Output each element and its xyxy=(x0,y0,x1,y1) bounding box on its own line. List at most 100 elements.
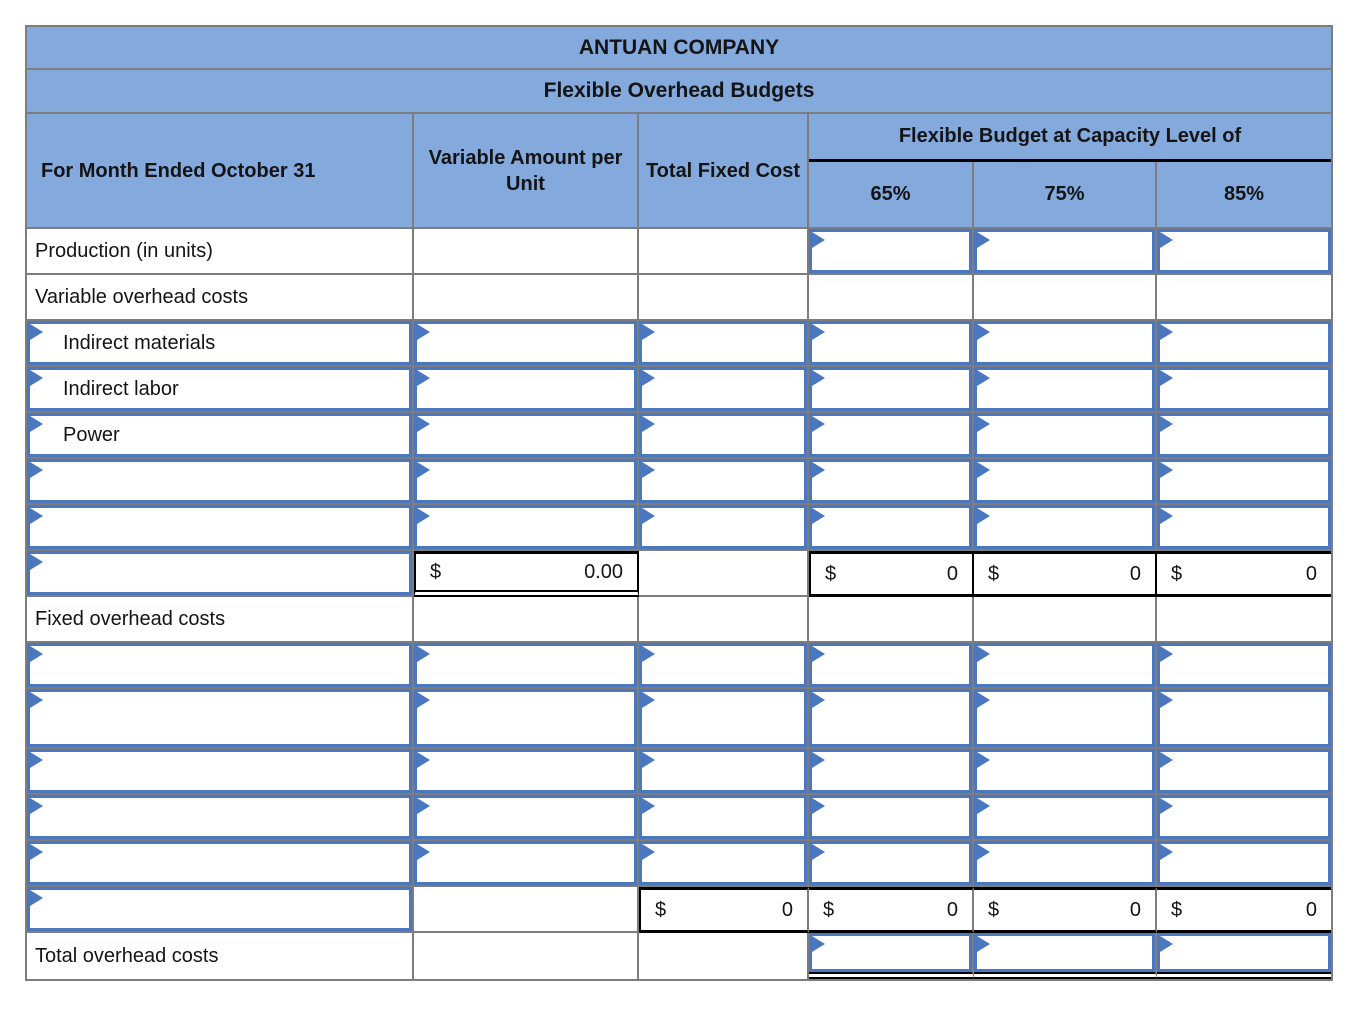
fixed-blank1-variable-amount-input[interactable] xyxy=(414,643,639,689)
currency-symbol: $ xyxy=(1171,562,1183,585)
fixed-blank3-75-input[interactable] xyxy=(974,749,1157,795)
variable-blank2-label-input[interactable] xyxy=(27,505,414,551)
header-capacity-group-label: Flexible Budget at Capacity Level of xyxy=(809,114,1331,162)
input-flag-icon xyxy=(1160,936,1173,952)
variable-total-65-value: 0 xyxy=(946,562,958,585)
indirect-labor-variable-amount-input[interactable] xyxy=(414,367,639,413)
input-flag-icon xyxy=(642,508,655,524)
row-fixed-blank-5 xyxy=(27,841,1331,887)
fixed-blank4-variable-amount-input[interactable] xyxy=(414,795,639,841)
spacer-cell xyxy=(639,275,809,321)
fixed-blank1-85-input[interactable] xyxy=(1157,643,1331,689)
fixed-total-65-cell: $ 0 xyxy=(809,887,974,933)
currency-symbol: $ xyxy=(1171,898,1183,921)
row-fixed-blank-2 xyxy=(27,689,1331,749)
variable-blank2-variable-amount-input[interactable] xyxy=(414,505,639,551)
fixed-blank5-variable-amount-input[interactable] xyxy=(414,841,639,887)
header-capacity-levels: 65% 75% 85% xyxy=(809,162,1331,227)
indirect-labor-65-input[interactable] xyxy=(809,367,974,413)
fixed-blank4-label-input[interactable] xyxy=(27,795,414,841)
spacer-cell xyxy=(414,275,639,321)
variable-total-85-value: 0 xyxy=(1305,562,1317,585)
fixed-blank2-fixed-cost-input[interactable] xyxy=(639,689,809,749)
fixed-blank3-variable-amount-input[interactable] xyxy=(414,749,639,795)
spacer-cell xyxy=(414,933,639,979)
fixed-total-65-value: 0 xyxy=(946,898,958,921)
indirect-materials-variable-amount-input[interactable] xyxy=(414,321,639,367)
variable-blank1-label-input[interactable] xyxy=(27,459,414,505)
power-75-input[interactable] xyxy=(974,413,1157,459)
input-flag-icon xyxy=(417,416,430,432)
fixed-blank2-65-input[interactable] xyxy=(809,689,974,749)
fixed-blank5-label-input[interactable] xyxy=(27,841,414,887)
production-75-input[interactable] xyxy=(974,229,1157,275)
fixed-blank3-65-input[interactable] xyxy=(809,749,974,795)
spacer-cell xyxy=(974,597,1157,643)
indirect-labor-85-input[interactable] xyxy=(1157,367,1331,413)
variable-blank1-65-input[interactable] xyxy=(809,459,974,505)
input-flag-icon xyxy=(642,844,655,860)
variable-blank1-variable-amount-input[interactable] xyxy=(414,459,639,505)
report-subtitle: Flexible Overhead Budgets xyxy=(27,70,1331,114)
fixed-blank1-fixed-cost-input[interactable] xyxy=(639,643,809,689)
row-power: Power xyxy=(27,413,1331,459)
input-flag-icon xyxy=(30,890,43,906)
indirect-materials-65-input[interactable] xyxy=(809,321,974,367)
fixed-blank2-75-input[interactable] xyxy=(974,689,1157,749)
fixed-blank5-85-input[interactable] xyxy=(1157,841,1331,887)
indirect-materials-fixed-cost-input[interactable] xyxy=(639,321,809,367)
fixed-blank5-fixed-cost-input[interactable] xyxy=(639,841,809,887)
input-flag-icon xyxy=(977,692,990,708)
indirect-labor-75-input[interactable] xyxy=(974,367,1157,413)
fixed-blank3-fixed-cost-input[interactable] xyxy=(639,749,809,795)
row-variable-section: Variable overhead costs xyxy=(27,275,1331,321)
variable-blank2-fixed-cost-input[interactable] xyxy=(639,505,809,551)
fixed-blank2-label-input[interactable] xyxy=(27,689,414,749)
variable-blank1-75-input[interactable] xyxy=(974,459,1157,505)
fixed-cost-total-cell: $ 0 xyxy=(639,887,809,933)
variable-blank1-85-input[interactable] xyxy=(1157,459,1331,505)
fixed-total-85-value: 0 xyxy=(1305,898,1317,921)
currency-symbol: $ xyxy=(655,898,667,921)
fixed-blank4-fixed-cost-input[interactable] xyxy=(639,795,809,841)
variable-totals-label-input[interactable] xyxy=(27,551,414,597)
variable-blank2-85-input[interactable] xyxy=(1157,505,1331,551)
variable-blank2-75-input[interactable] xyxy=(974,505,1157,551)
variable-blank1-fixed-cost-input[interactable] xyxy=(639,459,809,505)
indirect-materials-label-input[interactable]: Indirect materials xyxy=(27,321,414,367)
input-flag-icon xyxy=(30,844,43,860)
indirect-labor-label-input[interactable]: Indirect labor xyxy=(27,367,414,413)
currency-symbol: $ xyxy=(823,898,835,921)
fixed-blank4-65-input[interactable] xyxy=(809,795,974,841)
fixed-blank5-65-input[interactable] xyxy=(809,841,974,887)
variable-blank2-65-input[interactable] xyxy=(809,505,974,551)
fixed-blank2-variable-amount-input[interactable] xyxy=(414,689,639,749)
indirect-materials-85-input[interactable] xyxy=(1157,321,1331,367)
input-flag-icon xyxy=(812,416,825,432)
power-85-input[interactable] xyxy=(1157,413,1331,459)
fixed-blank1-65-input[interactable] xyxy=(809,643,974,689)
grand-total-85-input[interactable] xyxy=(1157,933,1331,979)
fixed-blank1-75-input[interactable] xyxy=(974,643,1157,689)
power-fixed-cost-input[interactable] xyxy=(639,413,809,459)
fixed-blank1-label-input[interactable] xyxy=(27,643,414,689)
input-flag-icon xyxy=(30,462,43,478)
grand-total-65-input[interactable] xyxy=(809,933,974,979)
input-flag-icon xyxy=(417,324,430,340)
production-65-input[interactable] xyxy=(809,229,974,275)
power-65-input[interactable] xyxy=(809,413,974,459)
fixed-blank3-label-input[interactable] xyxy=(27,749,414,795)
power-variable-amount-input[interactable] xyxy=(414,413,639,459)
power-label-input[interactable]: Power xyxy=(27,413,414,459)
grand-total-75-input[interactable] xyxy=(974,933,1157,979)
production-label-cell: Production (in units) xyxy=(27,229,414,275)
fixed-totals-label-input[interactable] xyxy=(27,887,414,933)
fixed-blank2-85-input[interactable] xyxy=(1157,689,1331,749)
indirect-labor-fixed-cost-input[interactable] xyxy=(639,367,809,413)
production-85-input[interactable] xyxy=(1157,229,1331,275)
fixed-blank4-85-input[interactable] xyxy=(1157,795,1331,841)
indirect-materials-75-input[interactable] xyxy=(974,321,1157,367)
fixed-blank3-85-input[interactable] xyxy=(1157,749,1331,795)
fixed-blank5-75-input[interactable] xyxy=(974,841,1157,887)
fixed-blank4-75-input[interactable] xyxy=(974,795,1157,841)
